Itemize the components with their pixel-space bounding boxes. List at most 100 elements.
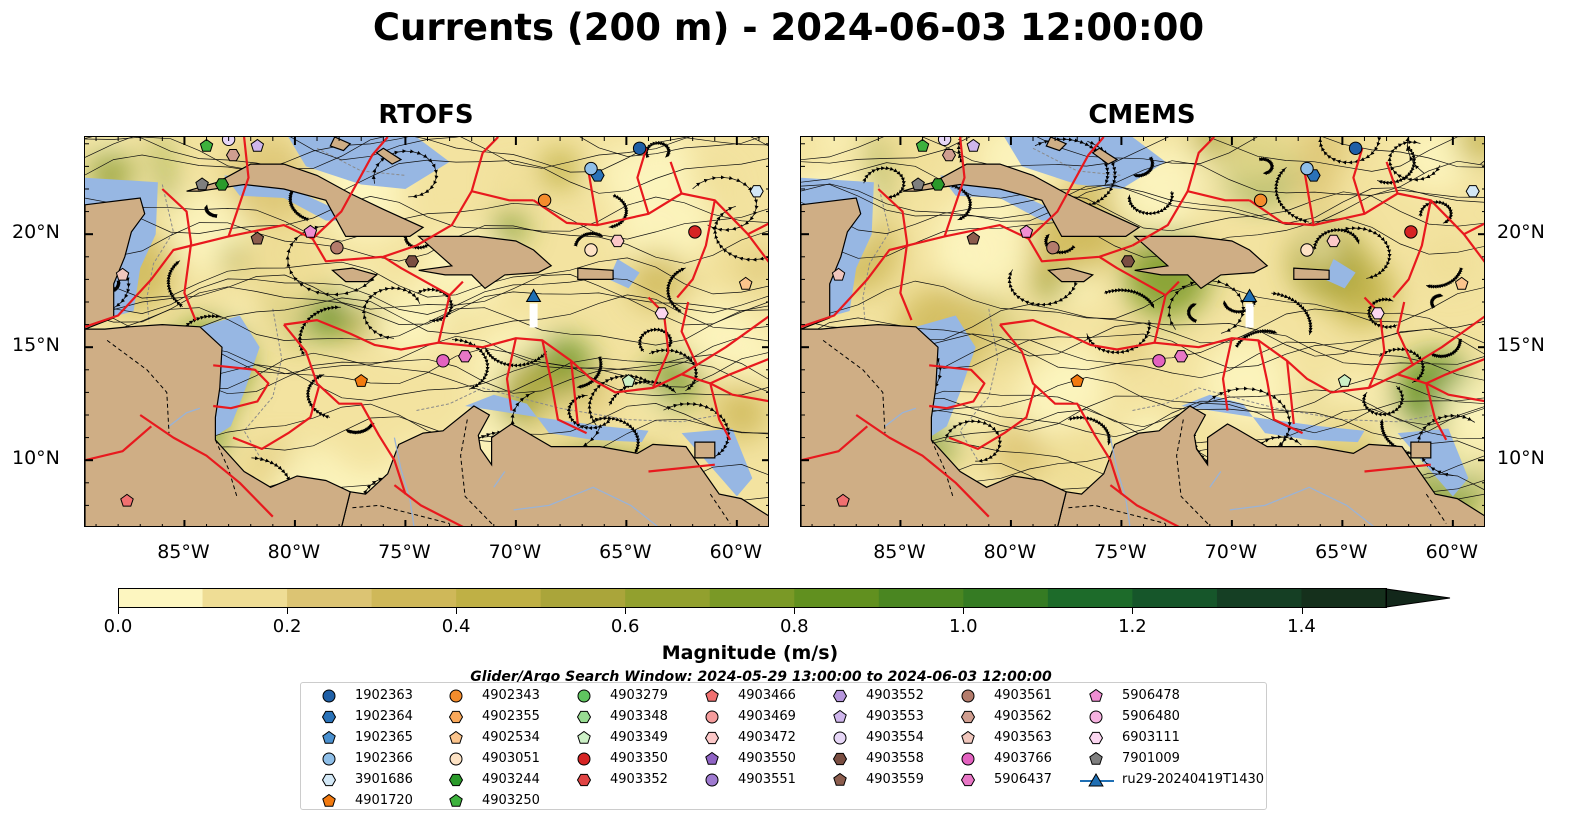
float-marker-4901720[interactable] [354, 373, 368, 387]
legend-item-label: 4903051 [482, 751, 540, 766]
legend-item-label: 4903553 [866, 709, 924, 724]
float-marker-4903554[interactable] [221, 137, 236, 146]
float-marker-4903250[interactable] [915, 138, 930, 152]
float-marker-4903553[interactable] [250, 138, 265, 152]
colorbar-segment [709, 589, 795, 607]
glider-marker[interactable] [525, 288, 542, 302]
legend-item-label: 6903111 [1122, 730, 1180, 745]
legend-marker-icon [322, 689, 336, 703]
float-marker-4902534[interactable] [738, 276, 753, 290]
legend-marker-icon [705, 710, 719, 724]
glider-marker[interactable] [1241, 288, 1258, 302]
float-marker-5906437[interactable] [1174, 350, 1189, 363]
float-marker-1902363[interactable] [1348, 141, 1363, 155]
colorbar [118, 588, 1451, 608]
colorbar-segment [625, 589, 711, 607]
figure-title: Currents (200 m) - 2024-06-03 12:00:00 [372, 6, 1205, 49]
float-marker-4903472[interactable] [610, 234, 625, 248]
colorbar-tick-mark [118, 608, 119, 614]
legend-marker-icon [449, 793, 463, 807]
float-marker-4903051[interactable] [1300, 243, 1314, 257]
float-marker-4903561[interactable] [330, 241, 344, 255]
legend-item-label: 4903349 [610, 730, 668, 745]
colorbar-segment [287, 589, 373, 607]
float-marker-4903766[interactable] [1152, 354, 1166, 368]
colorbar-segment [540, 589, 626, 607]
float-marker-4903244[interactable] [930, 178, 946, 191]
legend-item-label: 5906480 [1122, 709, 1180, 724]
float-marker-4903554[interactable] [937, 137, 952, 146]
float-marker-4903349[interactable] [621, 373, 636, 387]
float-marker-4903466[interactable] [120, 493, 134, 507]
float-marker-1902366[interactable] [1300, 161, 1314, 176]
land-puerto-rico [1293, 267, 1330, 280]
lat-tick-label-left: 15°N [12, 334, 60, 357]
legend-item-label: 4903766 [994, 751, 1052, 766]
land-south-america [341, 405, 768, 526]
float-marker-4903562[interactable] [941, 149, 957, 162]
float-marker-4903472[interactable] [1326, 234, 1341, 248]
float-marker-4903559[interactable] [966, 231, 981, 245]
float-marker-4903766[interactable] [436, 354, 450, 368]
lon-tick-label: 65°W [599, 541, 652, 563]
land-yucatan [801, 197, 862, 330]
legend-marker-icon [833, 731, 847, 745]
float-marker-6903111[interactable] [1370, 307, 1385, 320]
float-marker-5906437[interactable] [458, 350, 473, 363]
float-marker-1902366[interactable] [584, 161, 598, 176]
float-marker-4903563[interactable] [115, 267, 130, 281]
float-marker-4903558[interactable] [1120, 255, 1136, 268]
legend-marker-icon [704, 731, 720, 745]
colorbar-segment [202, 589, 288, 607]
float-marker-7901009[interactable] [911, 177, 925, 191]
legend-item-label: 4903554 [866, 730, 924, 745]
float-marker-4903561[interactable] [1046, 241, 1060, 255]
colorbar-tick-mark [1132, 608, 1134, 614]
float-marker-4903466[interactable] [836, 493, 850, 507]
float-marker-4903553[interactable] [966, 138, 981, 152]
map-rtofs[interactable] [84, 136, 769, 527]
float-marker-4903250[interactable] [199, 138, 214, 152]
float-marker-4903562[interactable] [225, 149, 241, 162]
frame-ticks [801, 137, 1484, 526]
float-marker-4903563[interactable] [831, 267, 846, 281]
float-marker-4903350[interactable] [688, 225, 702, 239]
land-bahamas-a [1045, 137, 1068, 152]
map-cmems[interactable] [800, 136, 1485, 527]
float-marker-4903244[interactable] [214, 178, 230, 191]
float-marker-4901720[interactable] [1070, 373, 1084, 387]
float-marker-1902363[interactable] [632, 141, 647, 155]
legend-item-label: 4903472 [738, 730, 796, 745]
legend-marker-icon [322, 752, 336, 766]
colorbar-tick-label: 0.4 [441, 616, 471, 637]
legend-marker-icon [832, 689, 848, 703]
landmasses [801, 137, 1484, 526]
float-marker-3901686[interactable] [749, 185, 764, 198]
float-marker-5906478[interactable] [1019, 224, 1034, 238]
legend-marker-icon [576, 710, 592, 724]
legend-item-label: 4903350 [610, 751, 668, 766]
float-marker-5906478[interactable] [303, 224, 318, 238]
float-marker-4902534[interactable] [1454, 276, 1469, 290]
float-marker-4902343[interactable] [1253, 193, 1268, 207]
rivers [884, 407, 1375, 526]
colorbar-segment [1301, 589, 1387, 607]
legend-marker-icon [449, 730, 463, 744]
land-trinidad [694, 441, 716, 459]
float-marker-6903111[interactable] [654, 307, 669, 320]
float-marker-4903559[interactable] [250, 231, 265, 245]
land-south-america [1057, 405, 1484, 526]
legend-item-label: 1902363 [355, 688, 413, 703]
colorbar-segment [878, 589, 964, 607]
legend-item-label: 4902355 [482, 709, 540, 724]
frame-ticks [85, 137, 768, 526]
float-marker-4903051[interactable] [584, 243, 598, 257]
float-marker-4903350[interactable] [1404, 225, 1418, 239]
float-marker-7901009[interactable] [195, 177, 209, 191]
float-marker-4903349[interactable] [1337, 373, 1352, 387]
float-marker-3901686[interactable] [1465, 185, 1480, 198]
legend-item-label: 5906437 [994, 772, 1052, 787]
float-marker-4903558[interactable] [404, 255, 420, 268]
float-marker-4902343[interactable] [537, 193, 552, 207]
legend-marker-icon [833, 772, 847, 786]
